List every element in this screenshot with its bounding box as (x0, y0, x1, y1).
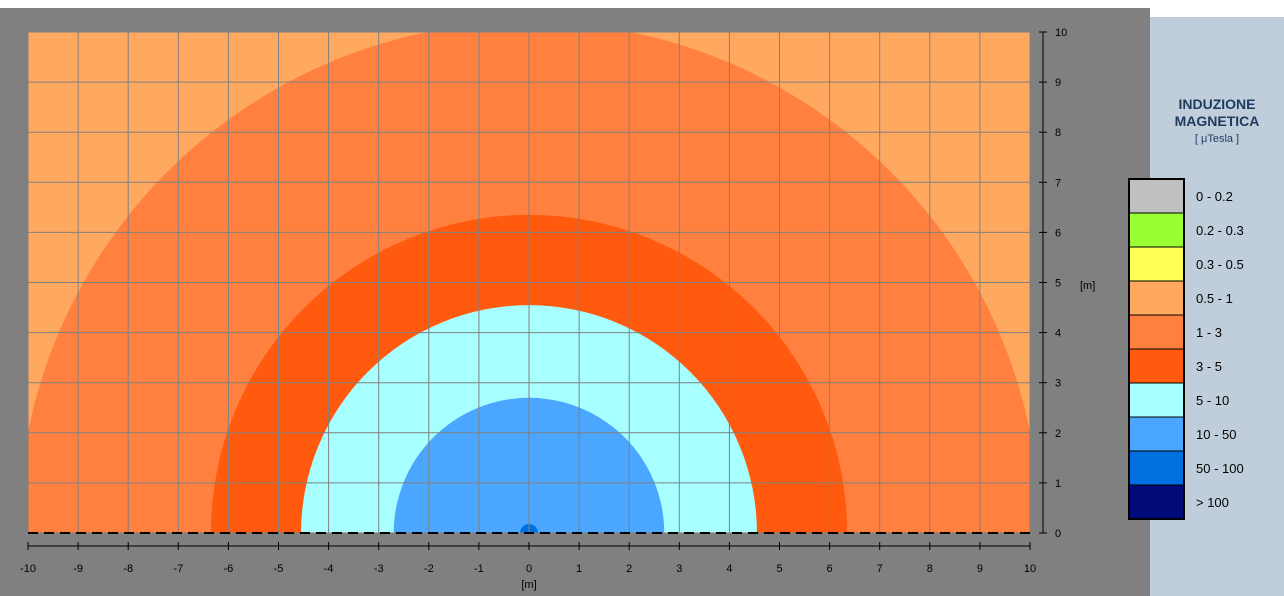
legend-label: 0 - 0.2 (1196, 189, 1233, 204)
x-tick-label: 4 (726, 563, 732, 575)
legend: 0 - 0.2 0.2 - 0.3 0.3 - 0.5 0.5 - 1 1 - 3 3 -… (1128, 178, 1244, 520)
legend-swatch (1128, 178, 1185, 214)
x-tick-label: -1 (474, 563, 484, 575)
y-tick-label: 9 (1055, 77, 1061, 89)
x-tick-label: -8 (123, 563, 133, 575)
x-tick-label: 10 (1024, 563, 1036, 575)
x-tick-label: -10 (20, 563, 36, 575)
legend-label: 10 - 50 (1196, 427, 1236, 442)
legend-swatch (1128, 348, 1185, 384)
x-tick-label: 5 (776, 563, 782, 575)
y-tick-label: 6 (1055, 227, 1061, 239)
x-tick-label: -6 (224, 563, 234, 575)
legend-frame (1128, 178, 1185, 520)
x-tick-label: 7 (877, 563, 883, 575)
legend-title-line2: MAGNETICA (1174, 113, 1260, 129)
legend-label: > 100 (1196, 495, 1229, 510)
y-axis-label: [m] (1080, 280, 1095, 292)
legend-swatch (1128, 280, 1185, 316)
y-tick-label: 7 (1055, 177, 1061, 189)
x-tick-label: -5 (274, 563, 284, 575)
legend-title-line1: INDUZIONE (1178, 96, 1256, 112)
legend-label: 5 - 10 (1196, 393, 1229, 408)
y-tick-label: 5 (1055, 278, 1061, 290)
legend-swatch (1128, 246, 1185, 282)
x-tick-label: 9 (977, 563, 983, 575)
y-tick-label: 2 (1055, 428, 1061, 440)
legend-label: 0.5 - 1 (1196, 291, 1233, 306)
legend-label: 0.2 - 0.3 (1196, 223, 1244, 238)
y-tick-label: 8 (1055, 127, 1061, 139)
legend-label: 0.3 - 0.5 (1196, 257, 1244, 272)
x-tick-label: -4 (324, 563, 334, 575)
y-tick-label: 3 (1055, 378, 1061, 390)
x-tick-label: -9 (73, 563, 83, 575)
legend-swatch (1128, 382, 1185, 418)
legend-swatch (1128, 314, 1185, 350)
x-tick-label: 1 (576, 563, 582, 575)
x-axis-label: [m] (521, 579, 536, 591)
legend-swatch (1128, 484, 1185, 520)
legend-label: 1 - 3 (1196, 325, 1222, 340)
x-tick-label: -7 (173, 563, 183, 575)
y-tick-label: 10 (1055, 27, 1067, 39)
legend-unit: [ μTesla ] (1194, 133, 1240, 145)
x-tick-label: 0 (526, 563, 532, 575)
legend-label: 50 - 100 (1196, 461, 1244, 476)
legend-label: 3 - 5 (1196, 359, 1222, 374)
y-tick-label: 4 (1055, 328, 1061, 340)
grid (27, 31, 1031, 534)
legend-swatch (1128, 450, 1185, 486)
y-tick-label: 0 (1055, 528, 1061, 540)
x-tick-label: 2 (626, 563, 632, 575)
x-tick-label: -2 (424, 563, 434, 575)
x-tick-label: 8 (927, 563, 933, 575)
x-tick-label: 6 (827, 563, 833, 575)
x-tick-label: -3 (374, 563, 384, 575)
legend-swatch (1128, 416, 1185, 452)
legend-swatch (1128, 212, 1185, 248)
x-tick-label: 3 (676, 563, 682, 575)
y-tick-label: 1 (1055, 478, 1061, 490)
axes: [m] [m] -10 -9 -8 -7 -6 -5 -4 -3 -2 -1 0 1 2 3 4 5 6 7 8 9 1… (20, 27, 1095, 591)
